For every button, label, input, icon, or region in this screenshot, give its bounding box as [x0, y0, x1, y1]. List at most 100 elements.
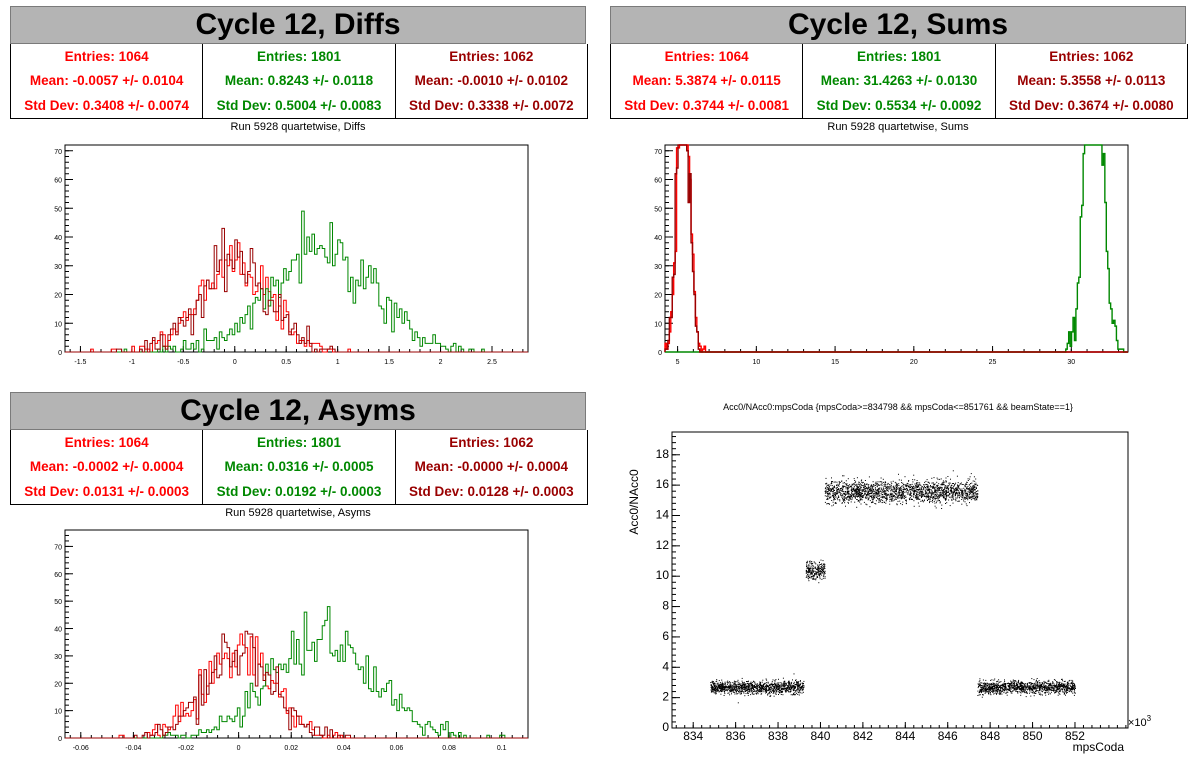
scatter-point [860, 492, 862, 494]
scatter-point [811, 561, 813, 562]
scatter-point [860, 486, 862, 488]
scatter-point [784, 687, 786, 689]
scatter-point [760, 689, 761, 691]
scatter-point [835, 502, 837, 504]
scatter-point [746, 685, 748, 687]
scatter-point [870, 495, 872, 497]
scatter-point [761, 686, 763, 688]
scatter-point [1049, 685, 1051, 687]
scatter-point [895, 493, 897, 495]
scatter-point [857, 494, 859, 496]
scatter-point [970, 473, 972, 475]
scatter-point [843, 485, 845, 487]
scatter-point [1048, 679, 1050, 681]
scatter-point [859, 495, 861, 497]
scatter-point [977, 683, 979, 685]
scatter-point [970, 499, 972, 501]
scatter-point [944, 486, 946, 488]
scatter-point [1012, 686, 1014, 688]
scatter-point [717, 688, 719, 690]
scatter-point [948, 492, 950, 493]
scatter-point [924, 499, 925, 501]
scatter-point [1020, 685, 1022, 686]
scatter-point [870, 484, 872, 486]
scatter-point [778, 687, 780, 689]
scatter-point [1015, 688, 1017, 690]
scatter-point [767, 682, 769, 684]
scatter-point [1041, 685, 1043, 687]
scatter-point [752, 687, 754, 689]
scatter-point [716, 685, 718, 687]
scatter-point [938, 496, 940, 498]
scatter-point [894, 496, 896, 498]
scatter-point [794, 686, 796, 688]
scatter-point [1056, 681, 1058, 683]
scatter-point [881, 490, 883, 492]
scatter-point [987, 691, 989, 693]
scatter-point [963, 498, 965, 500]
scatter-point [776, 686, 778, 688]
scatter-point [751, 688, 753, 690]
scatter-point [969, 476, 971, 478]
scatter-point [892, 500, 894, 502]
scatter-point [822, 563, 824, 565]
scatter-point [774, 683, 776, 685]
scatter-point [875, 491, 877, 493]
scatter-point [995, 687, 997, 689]
scatter-point [903, 491, 904, 493]
y-tick-label: 2 [662, 690, 669, 704]
scatter-point [783, 681, 785, 682]
scatter-point [814, 562, 816, 564]
scatter-point [713, 683, 715, 685]
scatter-point [787, 682, 789, 683]
scatter-point [802, 684, 804, 686]
scatter-point [890, 485, 892, 487]
scatter-point [715, 686, 716, 688]
scatter-point [1043, 684, 1045, 686]
scatter-point [789, 688, 791, 690]
scatter-point [972, 492, 974, 494]
scatter-point [751, 690, 752, 692]
scatter-point [828, 484, 830, 486]
scatter-point [990, 694, 992, 696]
scatter-point [782, 677, 784, 679]
scatter-point [951, 492, 952, 494]
scatter-point [900, 498, 902, 500]
scatter-point [907, 486, 909, 488]
scatter-point [853, 489, 855, 491]
scatter-point [1074, 686, 1076, 688]
scatter-point [1039, 687, 1041, 688]
scatter-point [926, 491, 928, 493]
scatter-point [878, 493, 880, 495]
scatter-point [1027, 684, 1029, 686]
scatter-point [883, 485, 885, 487]
scatter-point [762, 684, 764, 686]
scatter-point [725, 690, 727, 692]
scatter-point [760, 688, 762, 690]
scatter-point [789, 681, 791, 683]
scatter-point [721, 683, 723, 685]
scatter-point [752, 685, 754, 687]
scatter-point [939, 495, 941, 497]
scatter-point [996, 686, 998, 688]
scatter-point [927, 481, 929, 483]
scatter-point [781, 688, 783, 689]
scatter-point [913, 496, 915, 498]
scatter-point [979, 683, 981, 685]
scatter-point [861, 485, 863, 487]
scatter-point [981, 688, 983, 690]
scatter-point [779, 685, 781, 687]
scatter-point [914, 479, 916, 481]
scatter-point [1025, 686, 1026, 688]
scatter-point [952, 496, 954, 498]
scatter-point [890, 487, 892, 489]
scatter-point [946, 502, 948, 504]
scatter-point [969, 484, 971, 486]
scatter-point [1028, 682, 1030, 684]
scatter-point [818, 569, 820, 571]
scatter-point [779, 690, 781, 692]
scatter-point [974, 480, 976, 482]
scatter-point [719, 684, 721, 686]
scatter-point [884, 490, 886, 492]
scatter-point [934, 489, 936, 491]
